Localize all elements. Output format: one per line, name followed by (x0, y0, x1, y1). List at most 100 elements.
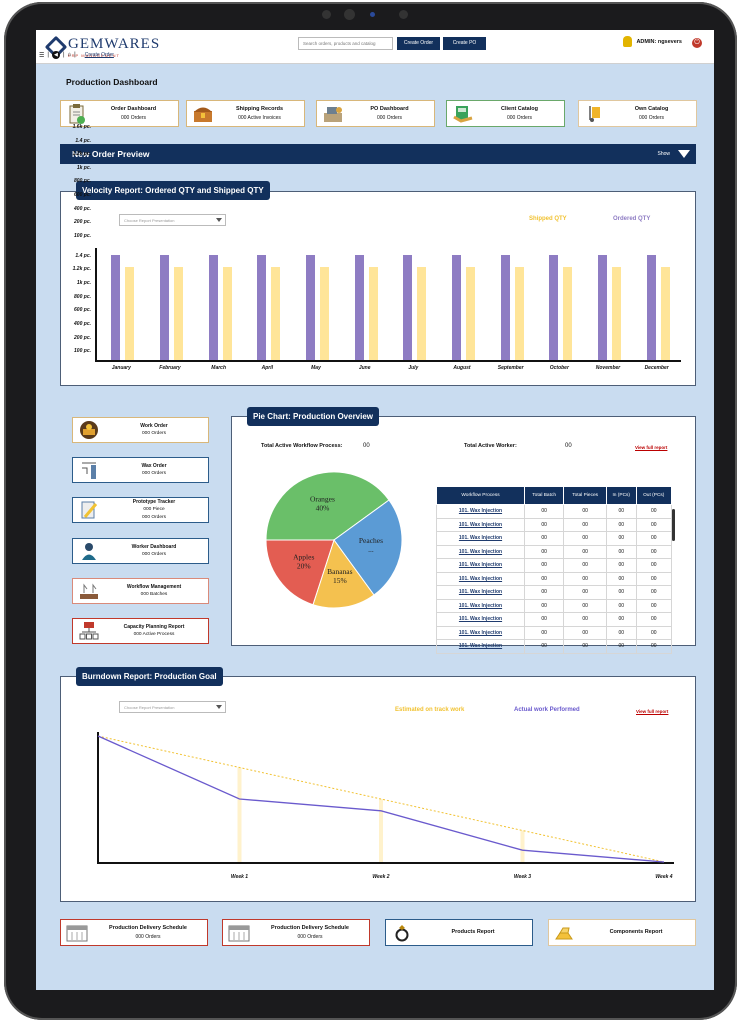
table-header: Out (PCs) (635, 486, 672, 505)
table-row[interactable]: 101. Wax Injection 00 00 00 00 (436, 544, 672, 559)
workflow-process-link[interactable]: 101. Wax Injection (436, 504, 525, 519)
hand-truck-icon (583, 103, 607, 125)
components-report-card[interactable]: Components Report (548, 919, 696, 946)
expand-triangle-icon[interactable] (678, 150, 690, 158)
new-order-preview-banner[interactable]: New Order Preview Show (60, 144, 696, 164)
card-subtitle: 000 Orders (638, 114, 664, 121)
workflow-process-link[interactable]: 101. Wax Injection (436, 531, 525, 546)
card-subtitle: 000 Orders (297, 933, 323, 940)
table-row[interactable]: 101. Wax Injection 00 00 00 00 (436, 571, 672, 586)
back-icon[interactable]: ◀ (51, 51, 60, 59)
ordered-bar (598, 255, 607, 360)
shipped-bar (271, 266, 281, 360)
pie-slice-apples (265, 539, 335, 606)
pie-label: ... (368, 545, 374, 554)
table-scrollbar[interactable] (672, 509, 675, 541)
table-cell: 00 (523, 625, 565, 640)
own-catalog-card[interactable]: Own Catalog 000 Orders (578, 100, 697, 127)
week-marker (237, 767, 242, 862)
client-catalog-card[interactable]: Client Catalog 000 Orders (446, 100, 565, 127)
burndown-report-panel: Choose Report Presentation Estimated on … (60, 124, 696, 902)
table-cell: 00 (635, 544, 672, 559)
shipped-bar (466, 266, 475, 360)
y-tick-label: 200 pc. (74, 335, 91, 341)
workflow-process-link[interactable]: 101. Wax Injection (436, 544, 525, 559)
shipping-records-card[interactable]: Shipping Records 000 Active Invoices (186, 100, 305, 127)
workflow-management-card[interactable]: Workflow Management 000 Batches (72, 578, 209, 604)
workflow-process-link[interactable]: 101. Wax Injection (436, 639, 525, 654)
table-cell: 00 (523, 585, 565, 600)
workflow-process-link[interactable]: 101. Wax Injection (436, 558, 525, 573)
search-input[interactable]: Search orders, products and catalog (298, 37, 393, 50)
workflow-process-link[interactable]: 101. Wax Injection (436, 585, 525, 600)
bell-icon[interactable] (623, 36, 632, 47)
shipped-bar (368, 266, 378, 360)
table-cell: 00 (635, 639, 672, 654)
products-report-card[interactable]: Products Report (385, 919, 533, 946)
ordered-bar (500, 255, 510, 360)
home-icon[interactable]: ⌂ (67, 52, 72, 58)
pie-label: Oranges (310, 495, 335, 504)
report-presentation-select[interactable]: Choose Report Presentation (119, 701, 226, 713)
y-tick-label: 200 pc. (74, 219, 91, 225)
pie-label: Apples (293, 552, 314, 561)
wax-order-card[interactable]: Wax Order 000 Orders (72, 457, 209, 483)
table-row[interactable]: 101. Wax Injection 00 00 00 00 (436, 598, 672, 613)
table-cell: 00 (523, 544, 565, 559)
week-marker (379, 799, 383, 862)
table-header: In (PCs) (605, 486, 637, 505)
prototype-tracker-card[interactable]: Prototype Tracker 000 Piece 000 Orders (72, 497, 209, 523)
divider: | (47, 52, 49, 58)
x-tick-label: January (111, 365, 131, 371)
show-toggle[interactable]: Show (657, 151, 670, 157)
view-full-report-link[interactable]: View full report (636, 709, 669, 714)
table-row[interactable]: 101. Wax Injection 00 00 00 00 (436, 639, 672, 654)
table-row[interactable]: 101. Wax Injection 00 00 00 00 (436, 558, 672, 573)
pie-label: 20% (297, 561, 311, 570)
x-tick-label: August (453, 365, 471, 371)
delivery-schedule-card-1[interactable]: Production Delivery Schedule 000 Orders (60, 919, 208, 946)
power-icon[interactable]: ⏻ (692, 38, 702, 48)
po-dashboard-card[interactable]: PO Dashboard 000 Orders (316, 100, 435, 127)
table-cell: 00 (563, 625, 607, 640)
capacity-planning-card[interactable]: Capacity Planning Report 000 Active Proce… (72, 618, 209, 644)
table-cell: 00 (523, 558, 565, 573)
workflow-process-link[interactable]: 101. Wax Injection (436, 598, 525, 613)
table-cell: 00 (563, 571, 607, 586)
x-tick-label: February (159, 365, 181, 371)
table-row[interactable]: 101. Wax Injection 00 00 00 00 (436, 585, 672, 600)
legend-shipped: Shipped QTY (529, 216, 567, 222)
table-row[interactable]: 101. Wax Injection 00 00 00 00 (436, 612, 672, 627)
order-dashboard-card[interactable]: Order Dashboard 000 Orders (60, 100, 179, 127)
card-subtitle: 000 Piece (143, 507, 165, 513)
table-row[interactable]: 101. Wax Injection 00 00 00 00 (436, 504, 672, 519)
clipboard-icon (65, 103, 89, 125)
estimated-line (97, 735, 665, 863)
table-cell: 00 (563, 639, 607, 654)
report-presentation-select[interactable]: Choose Report Presentation (119, 214, 226, 226)
workflow-process-link[interactable]: 101. Wax Injection (436, 612, 525, 627)
table-cell: 00 (605, 639, 637, 654)
worker-dashboard-card[interactable]: Worker Dashboard 000 Orders (72, 538, 209, 564)
workflow-process-link[interactable]: 101. Wax Injection (436, 571, 525, 586)
table-row[interactable]: 101. Wax Injection 00 00 00 00 (436, 517, 672, 532)
x-tick-label: April (261, 365, 274, 371)
capacity-icon (78, 621, 100, 641)
velocity-report-title: Velocity Report: Ordered QTY and Shipped… (76, 181, 270, 200)
menu-icon[interactable]: ☰ (39, 52, 45, 59)
table-row[interactable]: 101. Wax Injection 00 00 00 00 (436, 531, 672, 546)
create-order-button[interactable]: Create Order (397, 37, 440, 50)
view-full-report-link[interactable]: View full report (635, 445, 668, 450)
breadcrumb-create-order[interactable]: Create Order (84, 52, 114, 58)
shipped-bar (514, 266, 524, 360)
workflow-process-link[interactable]: 101. Wax Injection (436, 517, 525, 532)
table-row[interactable]: 101. Wax Injection 00 00 00 00 (436, 625, 672, 640)
table-cell: 00 (635, 612, 672, 627)
table-cell: 00 (605, 544, 637, 559)
delivery-schedule-card-2[interactable]: Production Delivery Schedule 000 Orders (222, 919, 370, 946)
work-order-card[interactable]: Work Order 000 Orders (72, 417, 209, 443)
logo[interactable]: GEMWARES ERP MANAGEMENT (44, 35, 160, 58)
create-po-button[interactable]: Create PO (443, 37, 486, 50)
workflow-process-link[interactable]: 101. Wax Injection (436, 625, 525, 640)
admin-label[interactable]: ADMIN: ngsevers (636, 39, 682, 45)
